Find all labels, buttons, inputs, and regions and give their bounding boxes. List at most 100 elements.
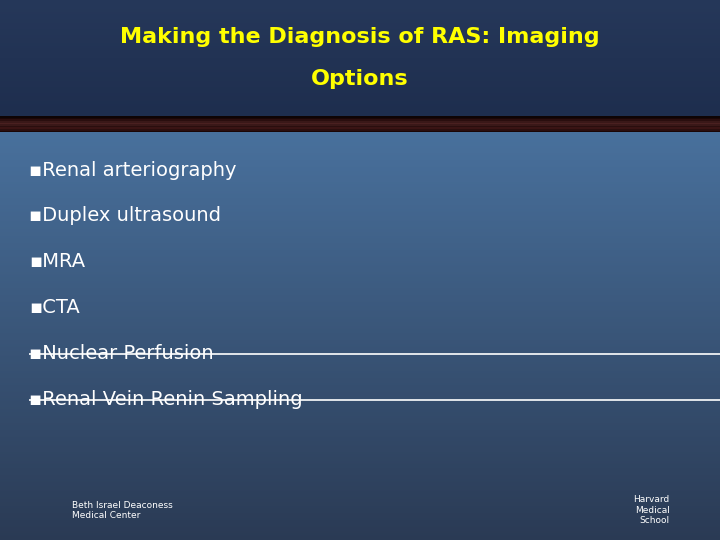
Bar xyxy=(0,25,720,26)
Text: ▪CTA: ▪CTA xyxy=(29,298,79,318)
Bar xyxy=(0,2,720,4)
Bar xyxy=(0,250,720,252)
Bar xyxy=(0,347,720,349)
Bar xyxy=(0,53,720,55)
Bar xyxy=(0,497,720,498)
Bar xyxy=(0,166,720,167)
Bar xyxy=(0,153,720,155)
Bar xyxy=(0,194,720,196)
Bar xyxy=(0,482,720,484)
Bar xyxy=(0,288,720,290)
Bar xyxy=(0,515,720,517)
Bar xyxy=(0,312,720,313)
Bar xyxy=(0,46,720,48)
Bar xyxy=(0,94,720,95)
Bar xyxy=(0,151,720,153)
Bar xyxy=(0,335,720,336)
Bar xyxy=(0,115,720,116)
Bar xyxy=(0,455,720,457)
Bar xyxy=(0,11,720,13)
Bar xyxy=(0,87,720,88)
Bar xyxy=(0,70,720,71)
Bar xyxy=(0,97,720,99)
Bar xyxy=(0,427,720,428)
Bar xyxy=(0,529,720,531)
Bar xyxy=(0,374,720,376)
Bar xyxy=(0,463,720,464)
Text: Harvard
Medical
School: Harvard Medical School xyxy=(634,495,670,525)
Bar xyxy=(0,92,720,93)
Bar xyxy=(0,254,720,255)
Bar xyxy=(0,92,720,93)
Bar xyxy=(0,198,720,200)
Bar xyxy=(0,118,720,119)
Bar xyxy=(0,43,720,44)
Bar xyxy=(0,66,720,69)
Bar xyxy=(0,491,720,493)
Bar xyxy=(0,393,720,394)
Bar xyxy=(0,85,720,86)
Bar xyxy=(0,297,720,299)
Bar xyxy=(0,63,720,64)
Bar xyxy=(0,58,720,59)
Bar xyxy=(0,131,720,132)
Bar xyxy=(0,299,720,301)
Bar xyxy=(0,524,720,525)
Bar xyxy=(0,39,720,42)
Bar xyxy=(0,33,720,35)
Bar xyxy=(0,32,720,33)
Bar xyxy=(0,29,720,30)
Bar xyxy=(0,308,720,309)
Bar xyxy=(0,52,720,53)
Bar xyxy=(0,0,720,2)
Bar xyxy=(0,484,720,486)
Bar xyxy=(0,428,720,430)
Bar xyxy=(0,54,720,56)
Bar xyxy=(0,200,720,201)
Bar xyxy=(0,277,720,279)
Bar xyxy=(0,29,720,31)
Bar xyxy=(0,234,720,236)
Bar xyxy=(0,140,720,142)
Bar xyxy=(0,216,720,218)
Bar xyxy=(0,120,720,123)
Bar xyxy=(0,423,720,425)
Bar xyxy=(0,22,720,23)
Bar xyxy=(0,538,720,540)
Bar xyxy=(0,396,720,398)
Bar xyxy=(0,221,720,223)
Bar xyxy=(0,479,720,481)
Bar xyxy=(0,528,720,529)
Bar xyxy=(0,77,720,79)
Bar xyxy=(0,306,720,308)
Bar xyxy=(0,212,720,214)
Bar xyxy=(0,56,720,58)
Bar xyxy=(0,51,720,52)
Bar xyxy=(0,99,720,100)
Bar xyxy=(0,228,720,231)
Bar xyxy=(0,71,720,72)
Bar xyxy=(0,353,720,355)
Bar xyxy=(0,282,720,285)
Bar xyxy=(0,8,720,9)
Bar xyxy=(0,69,720,70)
Bar xyxy=(0,286,720,288)
Bar xyxy=(0,407,720,409)
Bar xyxy=(0,25,720,27)
Bar xyxy=(0,513,720,515)
Bar xyxy=(0,177,720,178)
Bar xyxy=(0,274,720,275)
Bar xyxy=(0,401,720,403)
Bar xyxy=(0,4,720,5)
Bar xyxy=(0,101,720,103)
Bar xyxy=(0,268,720,270)
Bar xyxy=(0,147,720,150)
Bar xyxy=(0,304,720,306)
Bar xyxy=(0,21,720,22)
Bar xyxy=(0,320,720,322)
Bar xyxy=(0,223,720,225)
Bar xyxy=(0,522,720,524)
Bar xyxy=(0,106,720,108)
Bar xyxy=(0,164,720,166)
Bar xyxy=(0,123,720,124)
